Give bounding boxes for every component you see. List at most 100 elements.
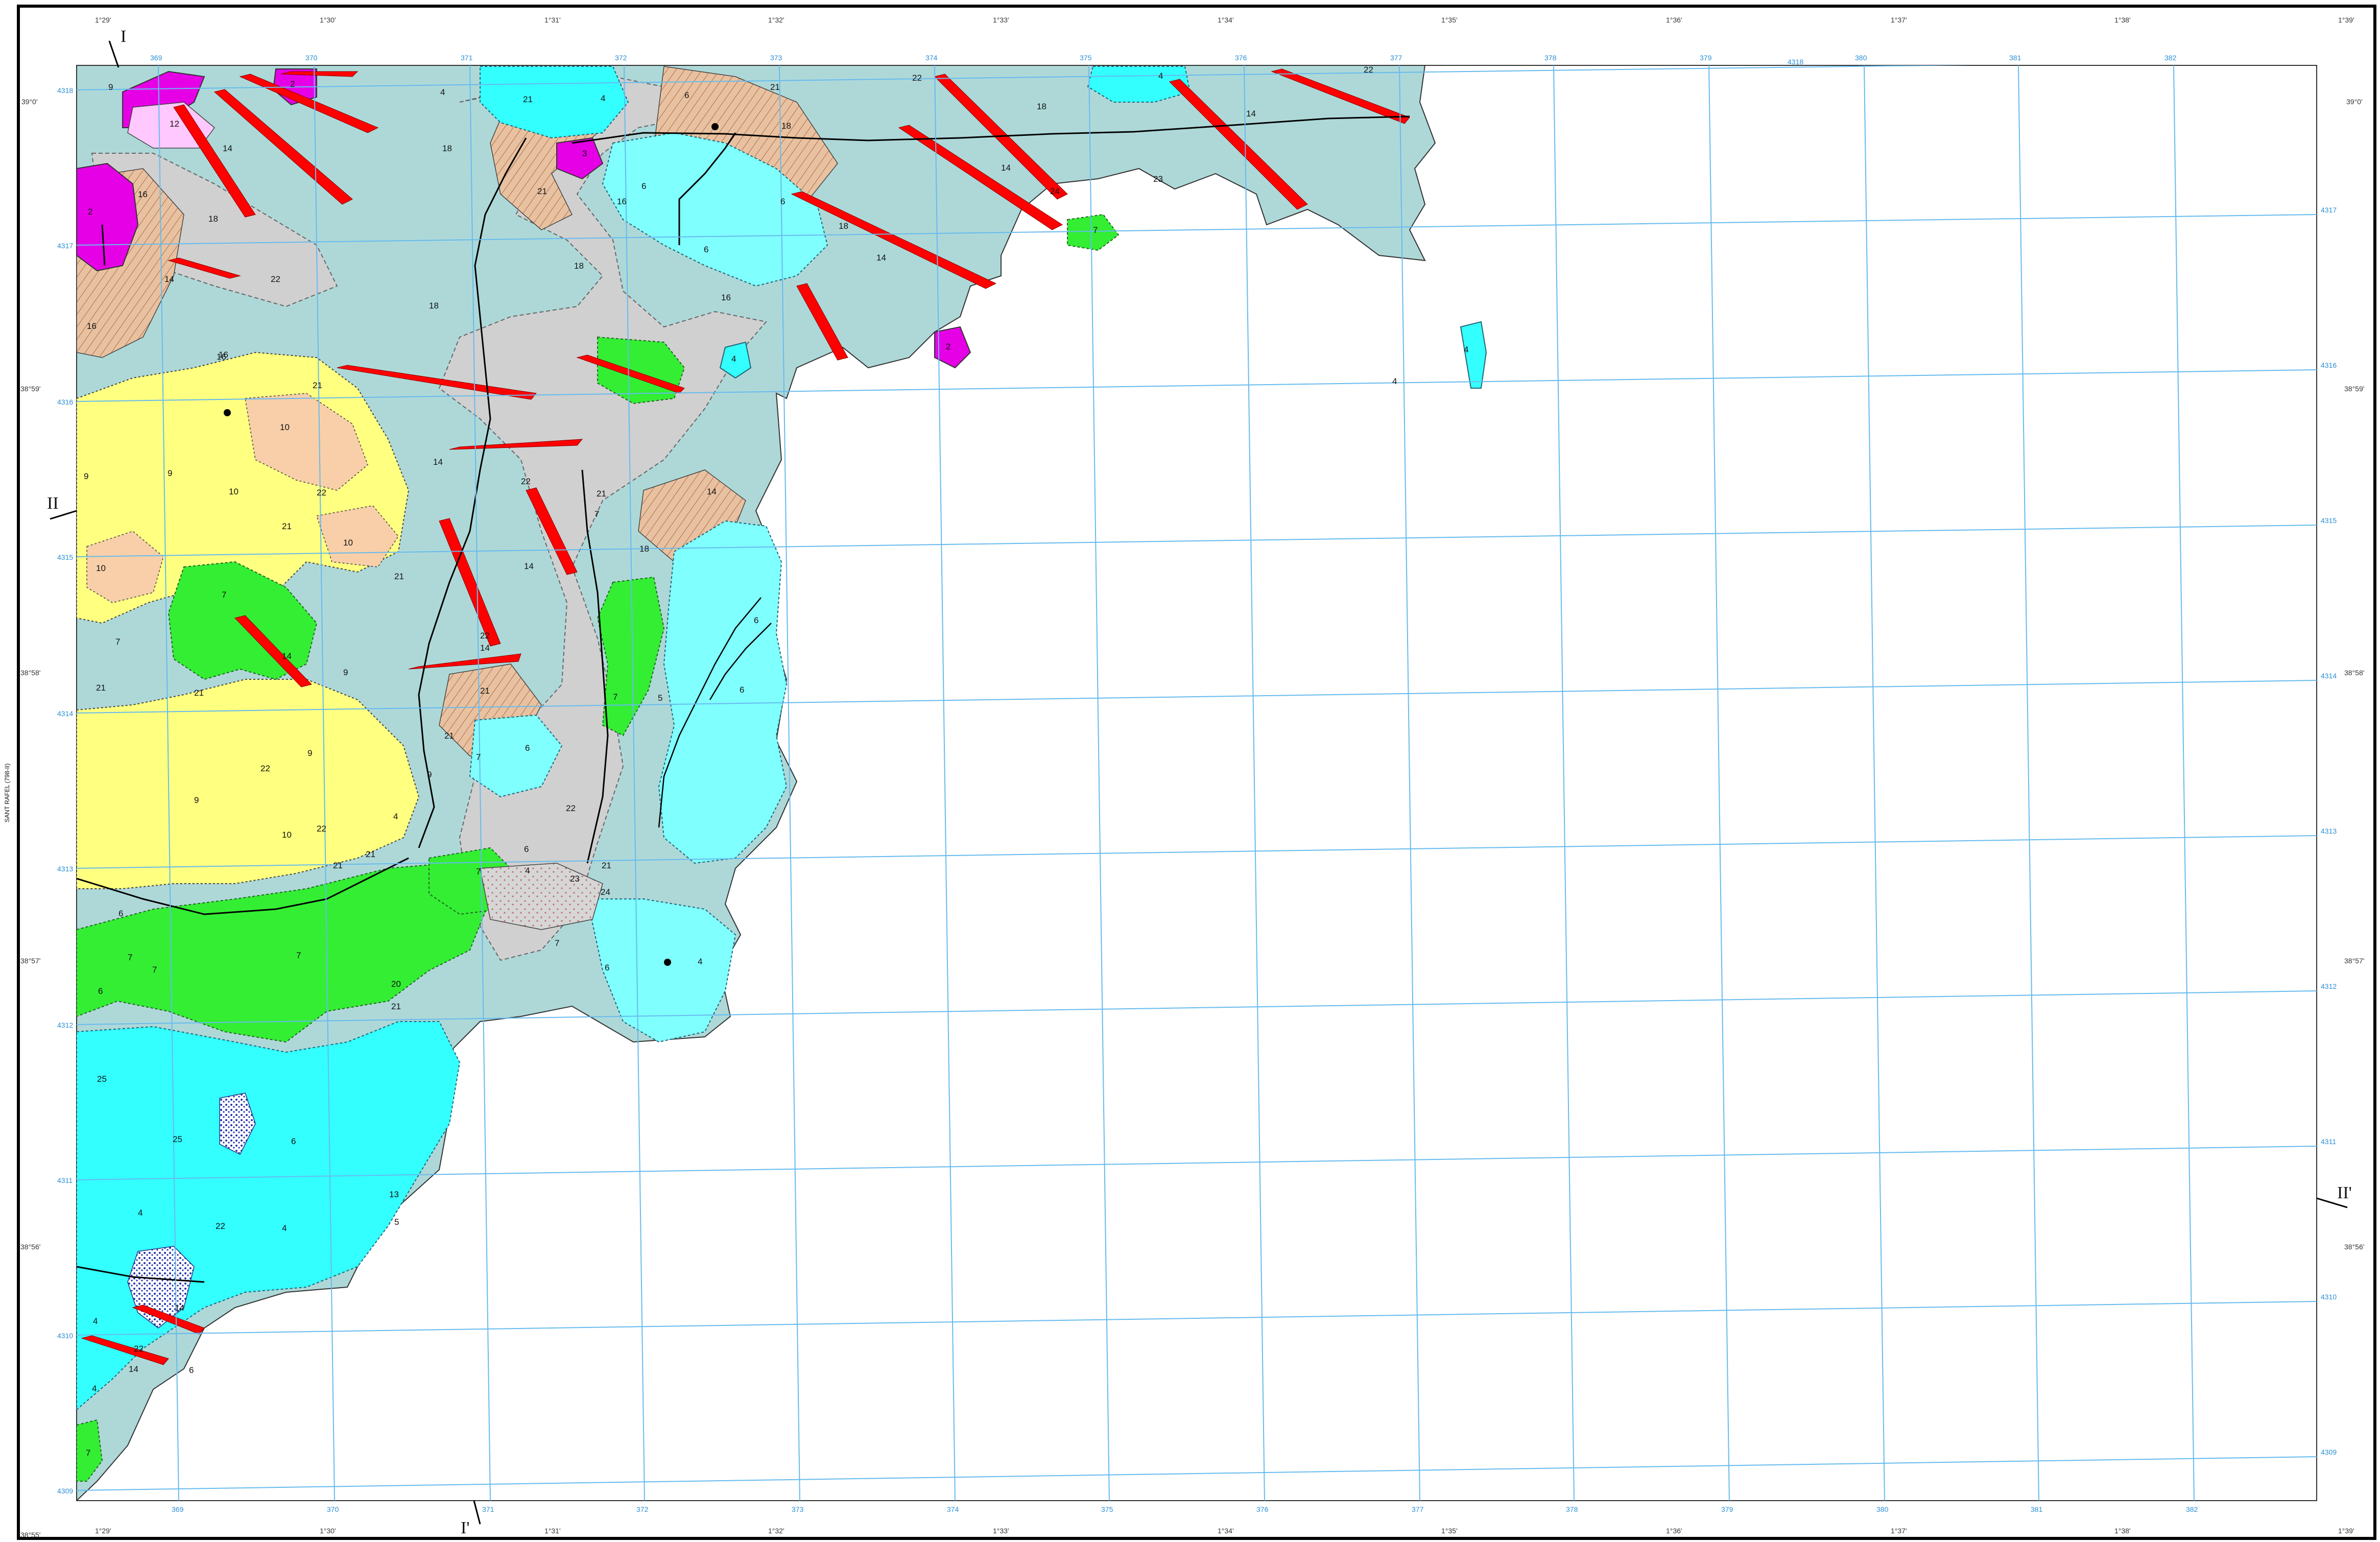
utm-easting-line: [1088, 65, 1110, 1501]
unit-label: 10: [229, 487, 239, 496]
unit-label: 21: [480, 686, 490, 696]
utm-easting-top: 373: [770, 54, 782, 62]
utm-easting-top: 371: [461, 54, 473, 62]
unit-label: 25: [173, 1134, 182, 1144]
utm-easting-bottom: 381: [2031, 1505, 2043, 1513]
utm-northing-left: 4318: [57, 86, 73, 94]
unit-label: 4: [1464, 345, 1468, 354]
utm-easting-top: 378: [1544, 54, 1557, 62]
section-II-prime-label: II': [2337, 1183, 2352, 1202]
utm-grid: [77, 65, 2317, 1501]
unit-label: 14: [129, 1364, 138, 1374]
unit-label: 6: [641, 181, 646, 191]
fan: [337, 365, 537, 400]
unit-6-cyan-north: [602, 132, 828, 287]
unit-label: 6: [118, 909, 123, 918]
unit-label: 22: [260, 764, 270, 773]
unit-10-peach-3: [316, 505, 399, 567]
unit-label: 21: [313, 381, 322, 390]
unit-label: 7: [128, 953, 132, 962]
lat-tick-left: 38°58': [20, 669, 40, 677]
unit-label: 14: [164, 274, 174, 284]
unit-label: 24: [1050, 186, 1060, 196]
unit-label: 18: [208, 214, 218, 224]
lat-tick-left: 38°59': [20, 385, 40, 393]
unit-label: 6: [740, 685, 744, 695]
utm-northing-line: [77, 214, 2317, 246]
utm-northing-right: 4310: [2321, 1293, 2337, 1301]
lon-tick-bottom: 1°36': [1666, 1527, 1682, 1535]
section-I-tick: [108, 40, 120, 68]
unit-label: 14: [282, 651, 292, 661]
unit-label: 13: [389, 1190, 399, 1199]
sample-point: [711, 123, 719, 130]
utm-easting-top: 377: [1390, 54, 1402, 62]
thrust-fault-east: [581, 469, 609, 864]
lon-tick-bottom: 1°35': [1441, 1527, 1458, 1535]
unit-label: 10: [280, 422, 290, 432]
unit-label: 7: [476, 867, 481, 876]
unit-label: 2: [290, 79, 295, 89]
utm-easting-line: [934, 65, 956, 1501]
utm-northing-right: 4309: [2321, 1448, 2337, 1456]
fan: [796, 283, 848, 361]
utm-easting-top: 372: [615, 54, 627, 62]
fan: [576, 354, 685, 394]
utm-easting-bottom: 378: [1566, 1505, 1578, 1513]
fan: [213, 89, 353, 205]
unit-label: 18: [1037, 102, 1046, 111]
utm-northing-left: 4310: [57, 1332, 73, 1340]
unit-label: 21: [602, 861, 611, 870]
alluvial-fans: [81, 68, 1410, 1365]
lat-tick-left: 38°56': [20, 1243, 40, 1251]
unit-label: 5: [394, 1217, 399, 1227]
utm-easting-line: [158, 65, 179, 1501]
unit-label: 22: [134, 1344, 144, 1354]
thrust-fault-north: [572, 115, 1410, 144]
fan: [81, 1335, 169, 1365]
utm-northing-line: [77, 1456, 2317, 1491]
lon-tick-top: 1°29': [95, 16, 111, 24]
unit-label: 9: [343, 668, 348, 677]
unit-label: 6: [754, 615, 758, 625]
unit-label: 5: [658, 693, 662, 703]
unit-label: 21: [597, 489, 606, 499]
map-body: 9 12 2 2 14 16 18 14 22 16 16 18 18 4 21…: [77, 65, 2317, 1501]
lon-tick-top: 1°38': [2114, 16, 2131, 24]
thrust-fault-south: [77, 857, 409, 915]
unit-label: 21: [333, 861, 343, 870]
unit-label: 6: [189, 1365, 194, 1375]
utm-northing-right: 4312: [2321, 982, 2337, 990]
unit-label: 24: [601, 887, 610, 897]
utm-easting-top: 382: [2164, 54, 2177, 62]
unit-label: 6: [684, 90, 689, 100]
unit-label: 9: [168, 468, 172, 478]
fold-trace: [658, 597, 761, 828]
utm-easting-top: 381: [2009, 54, 2021, 62]
utm-easting-bottom: 380: [1876, 1505, 1889, 1513]
unit-label: 14: [433, 457, 443, 467]
lon-tick-top: 1°30': [320, 16, 336, 24]
unit-7-green-sw-edge: [77, 1419, 103, 1482]
unit-label: 14: [223, 144, 232, 153]
unit-label: 23: [1153, 174, 1163, 184]
utm-northing-right: 4316: [2321, 361, 2337, 369]
fan: [1169, 79, 1308, 210]
utm-northing-line: [77, 1146, 2317, 1180]
lon-tick-bottom: 1°37': [1891, 1527, 1907, 1535]
fan: [1271, 68, 1410, 124]
lon-tick-top: 1°39': [2338, 16, 2354, 24]
unit-label: 10: [96, 563, 106, 573]
unit-label: 7: [555, 938, 559, 948]
lon-tick-bottom: 1°33': [993, 1527, 1009, 1535]
normal-fault-north: [678, 132, 736, 245]
utm-easting-top: 380: [1855, 54, 1867, 62]
section-I-prime-tick: [473, 1500, 481, 1525]
utm-easting-bottom: 376: [1256, 1505, 1269, 1513]
utm-easting-line: [2018, 65, 2039, 1501]
utm-northing-right: 4314: [2321, 672, 2337, 680]
utm-easting-bottom: 369: [172, 1505, 184, 1513]
section-II-prime-tick: [2316, 1197, 2348, 1208]
section-I-prime-label: I': [461, 1519, 469, 1537]
